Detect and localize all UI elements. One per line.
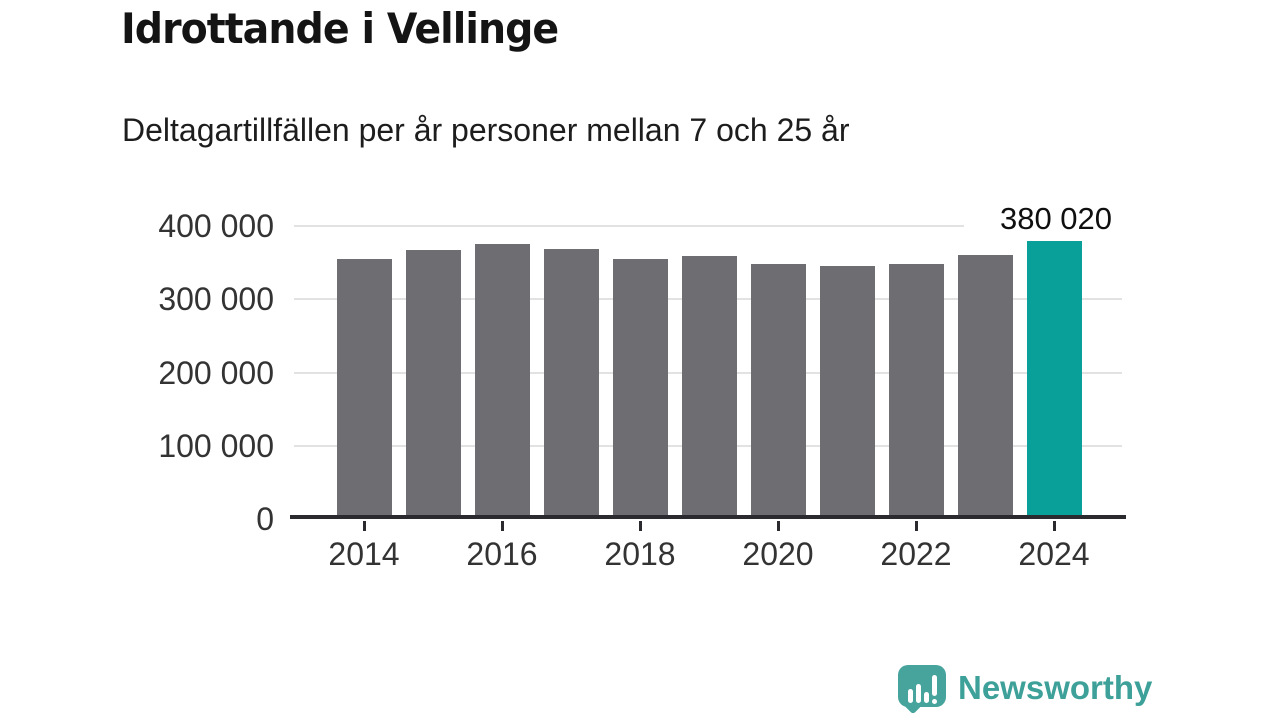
bar	[543, 249, 599, 519]
x-axis-label: 2016	[466, 536, 538, 572]
x-axis-tick	[1053, 521, 1056, 531]
page-title: Idrottande i Vellinge	[121, 4, 559, 53]
y-axis-label: 0	[256, 501, 274, 537]
bar	[750, 264, 806, 519]
bar	[681, 256, 737, 519]
logo-chart-bar-icon	[924, 692, 929, 703]
x-axis-tick	[363, 521, 366, 531]
bar	[819, 266, 875, 519]
bar	[474, 244, 530, 519]
bar	[336, 259, 392, 519]
bar	[888, 264, 944, 519]
logo-chart-bar-icon	[908, 689, 913, 703]
x-axis-label: 2024	[1018, 536, 1090, 572]
newsworthy-logo-icon	[898, 665, 946, 707]
x-axis-tick	[639, 521, 642, 531]
value-annotation: 380 020	[964, 200, 1148, 237]
x-axis-label: 2020	[742, 536, 814, 572]
x-axis-tick	[501, 521, 504, 531]
bar	[957, 255, 1013, 519]
y-axis-label: 300 000	[158, 281, 274, 318]
logo-exclamation-dot-icon	[932, 699, 937, 704]
y-axis-label: 400 000	[158, 208, 274, 244]
bar-highlighted	[1026, 241, 1082, 519]
x-axis-label: 2022	[880, 536, 952, 572]
brand-name: Newsworthy	[958, 669, 1153, 706]
logo-chart-bar-icon	[916, 684, 921, 703]
y-axis-label: 100 000	[158, 427, 274, 464]
logo-exclamation-icon	[932, 675, 937, 696]
bar	[612, 259, 668, 519]
gridline	[294, 225, 1122, 227]
plot-area: 0 100 000 200 000 300 000 400 000 2014 2016 201…	[158, 200, 1148, 572]
x-axis-line	[290, 515, 1126, 519]
x-axis-tick	[915, 521, 918, 531]
chart-subtitle: Deltagartillfällen per år personer mella…	[122, 112, 850, 148]
x-axis-label: 2018	[604, 536, 676, 572]
bar	[405, 250, 461, 519]
y-axis-label: 200 000	[158, 354, 274, 391]
x-axis-tick	[777, 521, 780, 531]
x-axis-label: 2014	[328, 536, 400, 572]
